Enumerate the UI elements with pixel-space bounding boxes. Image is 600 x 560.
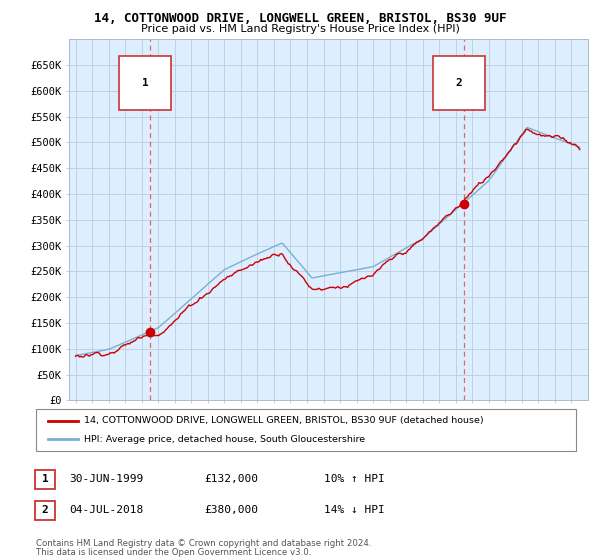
Text: 10% ↑ HPI: 10% ↑ HPI	[324, 474, 385, 484]
Text: 1: 1	[41, 474, 49, 484]
Text: 14, COTTONWOOD DRIVE, LONGWELL GREEN, BRISTOL, BS30 9UF: 14, COTTONWOOD DRIVE, LONGWELL GREEN, BR…	[94, 12, 506, 25]
Text: HPI: Average price, detached house, South Gloucestershire: HPI: Average price, detached house, Sout…	[84, 435, 365, 444]
Text: Price paid vs. HM Land Registry's House Price Index (HPI): Price paid vs. HM Land Registry's House …	[140, 24, 460, 34]
Text: 30-JUN-1999: 30-JUN-1999	[69, 474, 143, 484]
Text: £380,000: £380,000	[204, 505, 258, 515]
Text: 2: 2	[456, 78, 463, 88]
Text: Contains HM Land Registry data © Crown copyright and database right 2024.: Contains HM Land Registry data © Crown c…	[36, 539, 371, 548]
Text: 14% ↓ HPI: 14% ↓ HPI	[324, 505, 385, 515]
Text: 14, COTTONWOOD DRIVE, LONGWELL GREEN, BRISTOL, BS30 9UF (detached house): 14, COTTONWOOD DRIVE, LONGWELL GREEN, BR…	[84, 416, 484, 425]
Text: £132,000: £132,000	[204, 474, 258, 484]
Text: 04-JUL-2018: 04-JUL-2018	[69, 505, 143, 515]
Text: 2: 2	[41, 505, 49, 515]
Text: 1: 1	[142, 78, 148, 88]
Text: This data is licensed under the Open Government Licence v3.0.: This data is licensed under the Open Gov…	[36, 548, 311, 557]
